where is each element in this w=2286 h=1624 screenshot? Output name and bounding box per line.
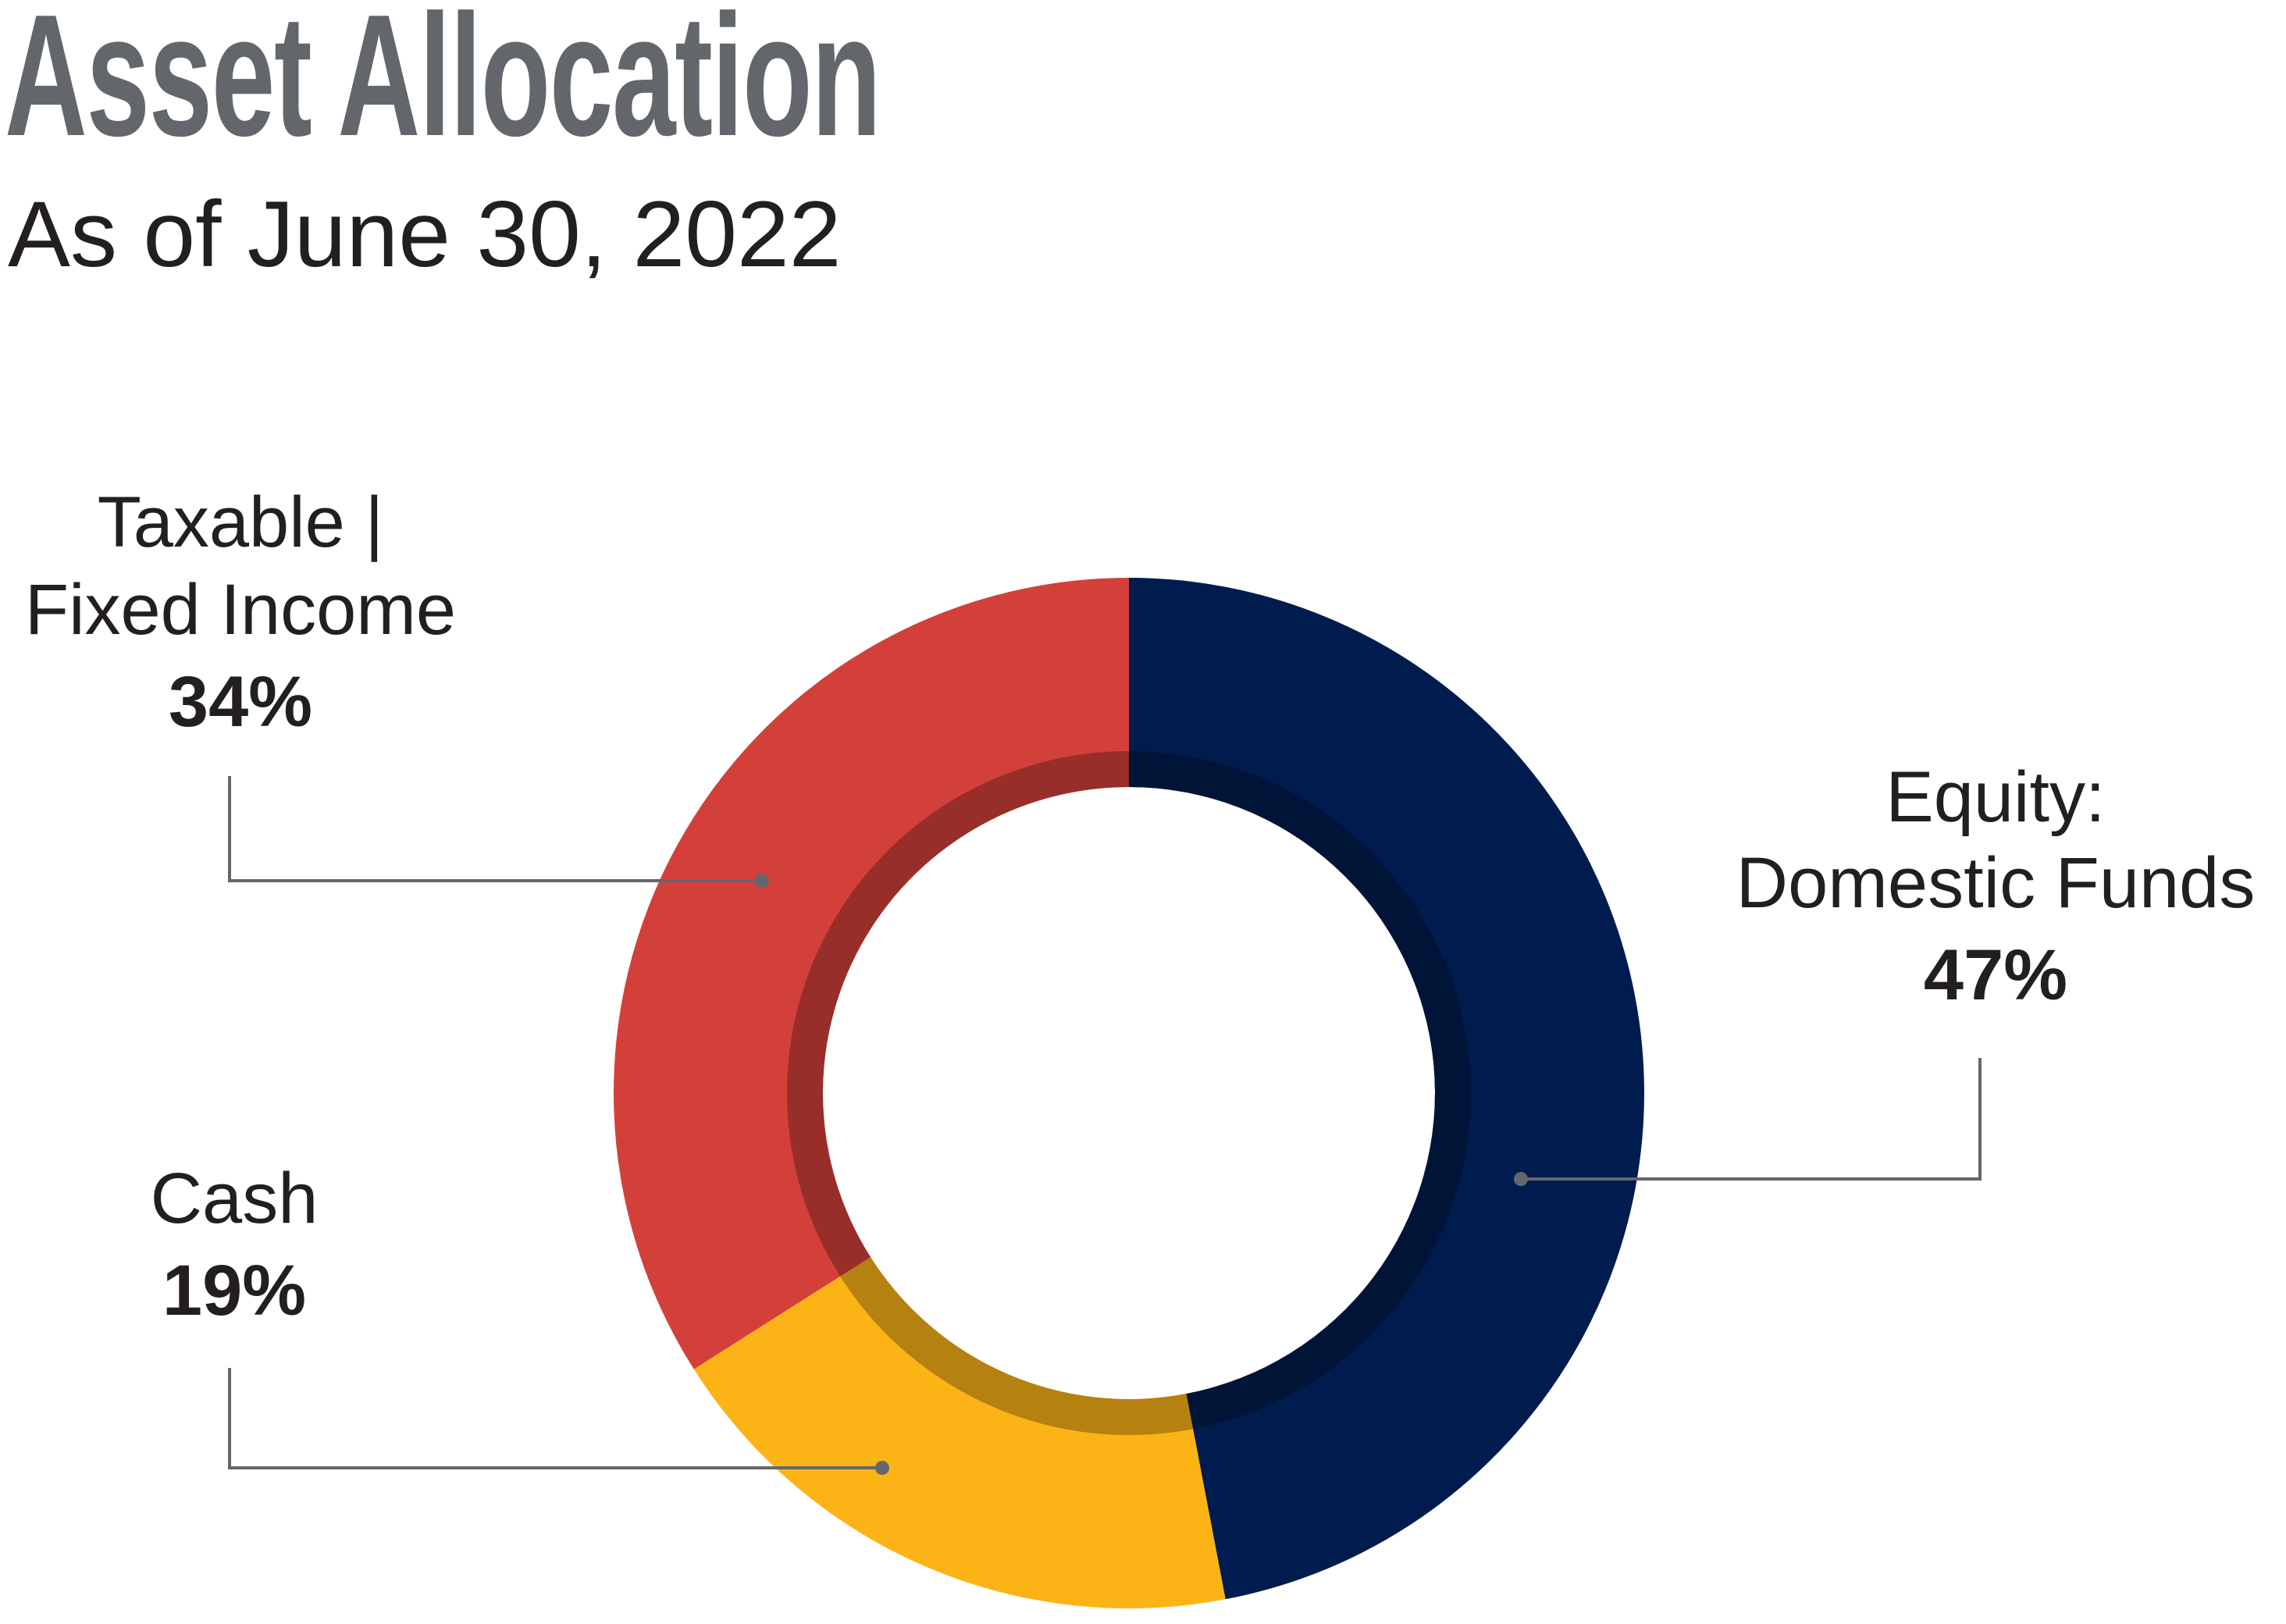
slice-label-0-line-1: Domestic Funds	[1736, 843, 2256, 923]
slices-layer	[614, 578, 1644, 1608]
leader-dot-1	[875, 1461, 889, 1475]
leader-line-1	[228, 1368, 882, 1469]
leader-dot-2	[755, 874, 769, 888]
slice-value-label-0: 47%	[1924, 935, 2067, 1015]
slice-2	[614, 578, 1129, 1369]
slice-label-2-line-1: Fixed Income	[25, 570, 456, 650]
leader-dot-0	[1514, 1172, 1528, 1186]
slice-0	[1129, 578, 1644, 1600]
chart-title: Asset Allocation	[5, 0, 881, 173]
slice-1	[693, 1257, 1226, 1608]
leader-line-2	[228, 776, 762, 882]
inner-shade-ring	[786, 751, 1471, 1435]
slice-labels: Equity:Domestic Funds 47% Cash 19% Taxable |…	[25, 483, 2255, 1330]
slice-label-2-line-0: Taxable |	[98, 483, 384, 562]
leader-lines	[228, 776, 1982, 1475]
slice-shade-0	[1129, 751, 1471, 1430]
slice-shade-2	[786, 751, 1129, 1277]
slice-label-1-line-0: Cash	[151, 1159, 319, 1238]
slice-label-0-line-0: Equity:	[1885, 757, 2105, 837]
slice-value-label-1: 19%	[162, 1251, 306, 1330]
leader-line-0	[1521, 1058, 1982, 1181]
chart-subtitle: As of June 30, 2022	[8, 182, 842, 287]
slice-value-label-2: 34%	[169, 662, 312, 742]
slice-shade-1	[840, 1257, 1194, 1435]
